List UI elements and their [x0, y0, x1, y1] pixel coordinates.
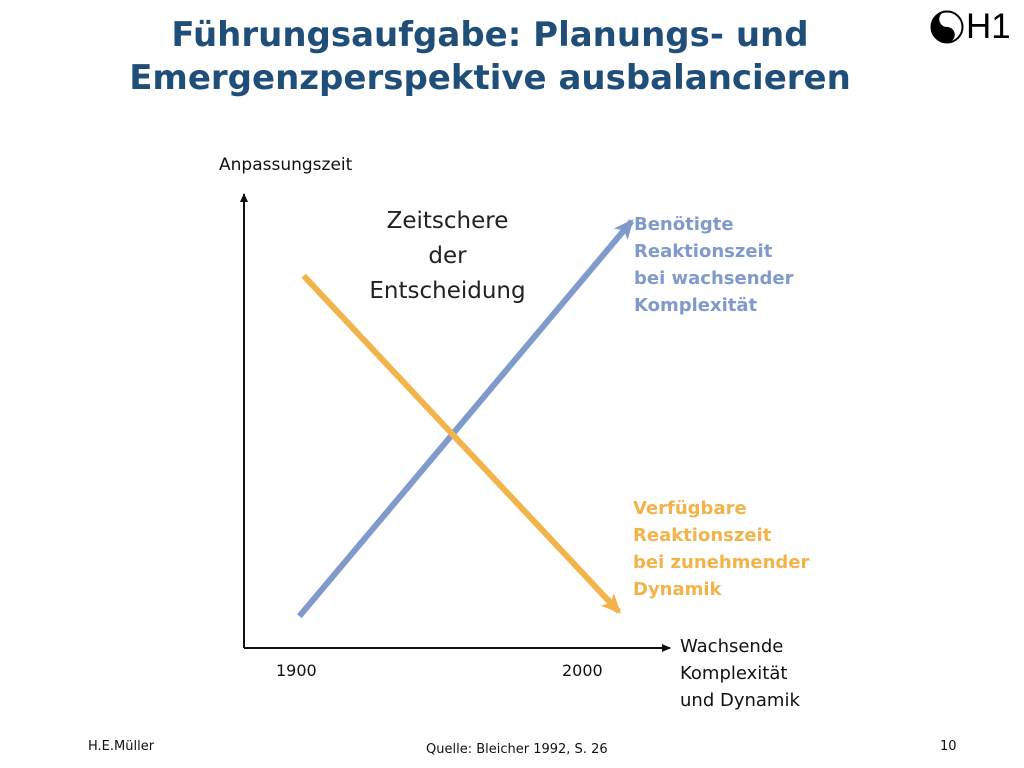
zeitschere-line-3: Entscheidung	[369, 278, 526, 304]
x-axis-label: Wachsende Komplexität und Dynamik	[680, 633, 800, 714]
required-time-line-2: Reaktionszeit	[634, 241, 773, 262]
zeitschere-label: Zeitschere der Entscheidung	[360, 204, 535, 309]
y-axis-label: Anpassungszeit	[219, 155, 353, 175]
available-time-line-2: Reaktionszeit	[633, 525, 772, 546]
required-time-line-3: bei wachsender	[634, 268, 794, 289]
slide-title: Führungsaufgabe: Planungs- und Emergenzp…	[90, 14, 890, 100]
footer-source: Quelle: Bleicher 1992, S. 26	[426, 742, 608, 757]
required-time-line-4: Komplexität	[634, 295, 758, 316]
x-tick-1900: 1900	[276, 661, 317, 680]
h1-logo: H1	[930, 6, 1011, 48]
required-time-label: Benötigte Reaktionszeit bei wachsender K…	[634, 211, 794, 319]
x-axis-label-line-2: Komplexität	[680, 663, 788, 684]
x-tick-2000: 2000	[562, 661, 603, 680]
x-axis-label-line-3: und Dynamik	[680, 690, 800, 711]
footer-author: H.E.Müller	[88, 739, 155, 754]
page-number: 10	[940, 739, 957, 754]
available-time-line-3: bei zunehmender	[633, 552, 810, 573]
title-line-1: Führungsaufgabe: Planungs- und	[171, 15, 809, 55]
available-time-label: Verfügbare Reaktionszeit bei zunehmender…	[633, 495, 809, 603]
available-time-line-4: Dynamik	[633, 579, 722, 600]
required-time-arrow	[297, 218, 634, 619]
series-layer	[297, 218, 634, 619]
required-time-line-1: Benötigte	[634, 214, 734, 235]
x-axis-label-line-1: Wachsende	[680, 636, 784, 657]
yin-yang-icon	[930, 10, 964, 44]
available-time-line-1: Verfügbare	[633, 498, 747, 519]
title-line-2: Emergenzperspektive ausbalancieren	[129, 58, 851, 98]
zeitschere-line-1: Zeitschere	[386, 208, 509, 234]
available-time-arrow	[301, 273, 622, 614]
logo-text: H1	[966, 7, 1011, 46]
zeitschere-line-2: der	[428, 243, 467, 269]
